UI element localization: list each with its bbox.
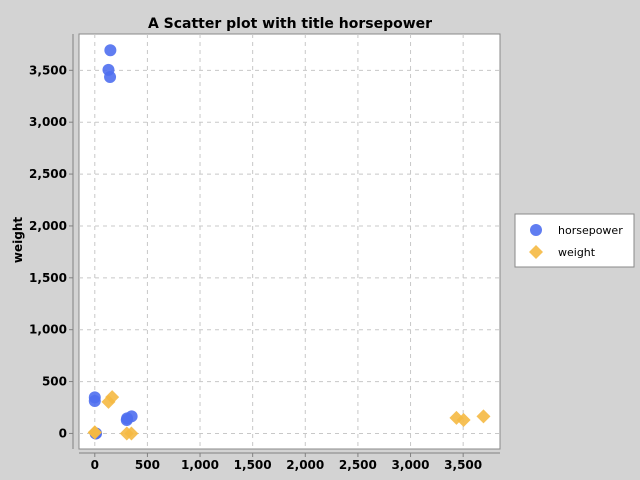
y-tick-label: 2,000	[29, 219, 67, 233]
weight-point	[105, 390, 120, 405]
chart-title: A Scatter plot with title horsepower	[148, 16, 432, 32]
legend-box	[514, 213, 635, 268]
y-tick-label: 0	[59, 426, 67, 440]
grid-lines	[79, 34, 500, 449]
x-tick-label: 2,000	[286, 458, 324, 472]
x-tick-label: 0	[91, 458, 99, 472]
weight-point	[124, 426, 139, 441]
y-tick-label: 3,000	[29, 115, 67, 129]
y-tick-label: 1,500	[29, 271, 67, 285]
x-tick-label: 1,000	[181, 458, 219, 472]
weight-point	[87, 425, 102, 440]
horsepower-legend-marker	[530, 224, 542, 236]
weight-point	[476, 409, 491, 424]
x-tick-label: 500	[135, 458, 160, 472]
horsepower-point	[88, 394, 101, 407]
axes	[69, 34, 500, 457]
x-tick-label: 3,000	[392, 458, 430, 472]
y-tick-label: 2,500	[29, 167, 67, 181]
horsepower-point	[104, 44, 117, 57]
y-tick-label: 500	[42, 375, 67, 389]
y-axis-title: weight	[11, 217, 25, 263]
legend-label: weight	[558, 246, 596, 259]
legend-label: horsepower	[558, 224, 623, 237]
x-tick-label: 3,500	[444, 458, 482, 472]
data-points	[87, 44, 491, 441]
y-tick-label: 1,000	[29, 323, 67, 337]
tick-labels: 0 500 1,000 1,500 2,000 2,500 3,000 3,500 0 500 1,…	[29, 63, 482, 472]
legend: horsepower weight	[514, 213, 635, 268]
y-tick-label: 3,500	[29, 63, 67, 77]
weight-point	[456, 412, 471, 427]
plot-area	[78, 33, 501, 450]
weight-legend-marker	[529, 245, 543, 259]
x-tick-label: 2,500	[339, 458, 377, 472]
horsepower-point	[125, 410, 138, 423]
horsepower-point	[104, 70, 117, 83]
x-tick-label: 1,500	[234, 458, 272, 472]
